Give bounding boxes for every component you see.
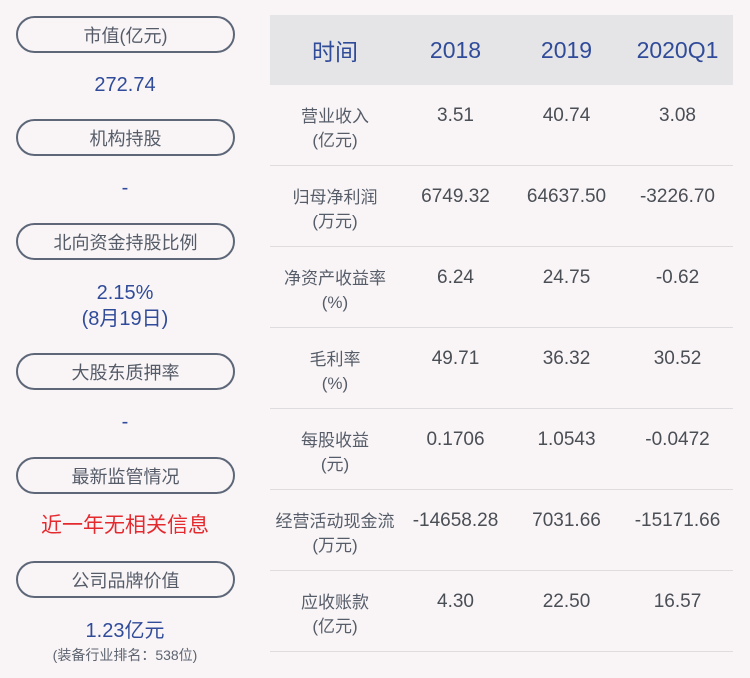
value-institutional-holding: -: [121, 177, 129, 199]
table-cell: 36.32: [542, 348, 591, 369]
label-brand-value: 公司品牌价值: [16, 561, 235, 598]
table-row: 应收账款 (亿元) 4.30 22.50 16.57: [270, 571, 733, 652]
value-regulatory-status: 近一年无相关信息: [41, 514, 209, 537]
header-2018: 2018: [429, 36, 482, 63]
label-northbound-ratio: 北向资金持股比例: [16, 223, 235, 260]
table-cell: 16.57: [653, 591, 702, 612]
row-label-text: 经营活动现金流: [275, 512, 395, 531]
row-label: 归母净利润 (万元): [270, 166, 400, 234]
row-unit: (元): [320, 455, 350, 474]
table-cell: 0.1706: [426, 429, 485, 450]
table-cell: 7031.66: [532, 510, 601, 531]
row-unit: (亿元): [312, 131, 358, 150]
row-label: 每股收益 (元): [270, 409, 400, 477]
row-label: 净资产收益率 (%): [270, 247, 400, 315]
value-northbound-ratio: 2.15%: [96, 282, 154, 304]
row-label-text: 营业收入: [301, 107, 369, 126]
table-row: 每股收益 (元) 0.1706 1.0543 -0.0472: [270, 409, 733, 490]
table-cell: 1.0543: [537, 429, 596, 450]
table-cell: 40.74: [542, 105, 591, 126]
value-northbound-date: (8月19日): [81, 308, 169, 330]
table-cell: -15171.66: [634, 510, 721, 531]
row-label: 经营活动现金流 (万元): [270, 490, 400, 558]
value-brand-value: 1.23亿元: [85, 620, 165, 642]
table-row: 经营活动现金流 (万元) -14658.28 7031.66 -15171.66: [270, 490, 733, 571]
label-institutional-holding: 机构持股: [16, 119, 235, 156]
row-unit: (亿元): [312, 617, 358, 636]
value-pledge-ratio: -: [121, 411, 129, 433]
table-cell: 6749.32: [421, 186, 490, 207]
row-label-text: 净资产收益率: [284, 269, 386, 288]
label-pledge-ratio: 大股东质押率: [16, 353, 235, 390]
row-unit: (万元): [312, 212, 358, 231]
financial-table: 时间 2018 2019 2020Q1 营业收入 (亿元) 3.51 40.74 …: [270, 15, 733, 652]
table-row: 毛利率 (%) 49.71 36.32 30.52: [270, 328, 733, 409]
table-cell: 3.08: [659, 105, 696, 126]
brand-value-rank-note: (装备行业排名：538位): [52, 647, 198, 663]
row-label: 毛利率 (%): [270, 328, 400, 396]
table-cell: 30.52: [653, 348, 702, 369]
row-label: 应收账款 (亿元): [270, 571, 400, 639]
table-cell: -3226.70: [639, 186, 715, 207]
row-label-text: 每股收益: [301, 431, 369, 450]
row-label: 营业收入 (亿元): [270, 85, 400, 153]
table-header: 时间 2018 2019 2020Q1: [270, 15, 733, 85]
table-cell: 64637.50: [526, 186, 607, 207]
row-unit: (%): [321, 293, 349, 312]
table-cell: 22.50: [542, 591, 591, 612]
table-cell: 24.75: [542, 267, 591, 288]
value-market-cap: 272.74: [94, 74, 156, 96]
table-row: 净资产收益率 (%) 6.24 24.75 -0.62: [270, 247, 733, 328]
table-cell: -0.0472: [645, 429, 710, 450]
row-unit: (%): [321, 374, 349, 393]
row-label-text: 应收账款: [301, 593, 369, 612]
table-cell: 6.24: [437, 267, 474, 288]
table-cell: -14658.28: [412, 510, 499, 531]
header-time: 时间: [312, 39, 358, 65]
header-2020q1: 2020Q1: [636, 36, 719, 63]
table-cell: 3.51: [437, 105, 474, 126]
table-cell: -0.62: [655, 267, 700, 288]
table-cell: 4.30: [437, 591, 474, 612]
row-label-text: 归母净利润: [292, 188, 378, 207]
table-row: 归母净利润 (万元) 6749.32 64637.50 -3226.70: [270, 166, 733, 247]
label-market-cap: 市值(亿元): [16, 16, 235, 53]
table-row: 营业收入 (亿元) 3.51 40.74 3.08: [270, 85, 733, 166]
row-unit: (万元): [312, 536, 358, 555]
label-regulatory-status: 最新监管情况: [16, 457, 235, 494]
table-cell: 49.71: [431, 348, 480, 369]
header-2019: 2019: [540, 36, 593, 63]
row-label-text: 毛利率: [309, 350, 361, 369]
